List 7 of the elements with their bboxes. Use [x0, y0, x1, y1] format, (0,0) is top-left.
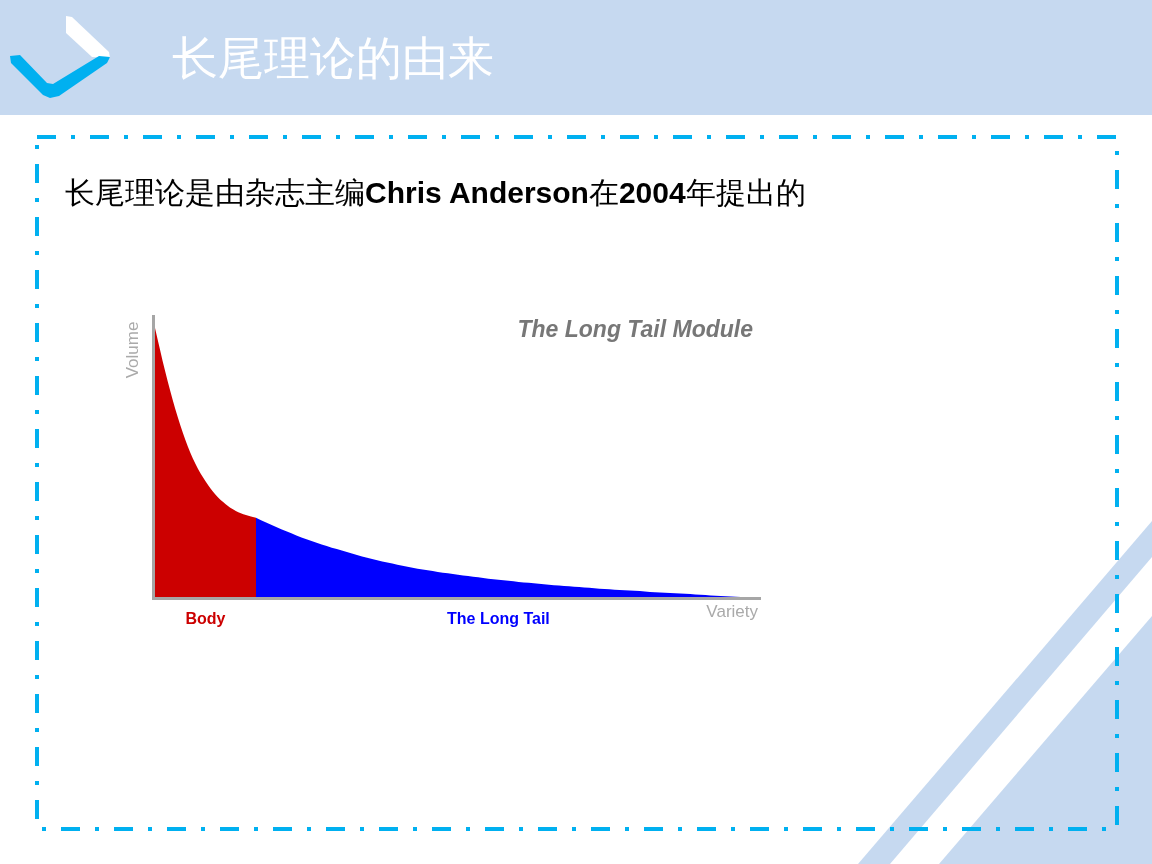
y-axis-title: Volume	[122, 321, 142, 379]
chart-title: The Long Tail Module	[517, 316, 754, 343]
series-label: Body	[185, 610, 226, 628]
series-label: The Long Tail	[446, 610, 550, 628]
text: 长尾理论的由来	[172, 32, 494, 84]
text: 长尾理论是由杂志主编Chris Anderson在2004年提出的	[65, 176, 806, 209]
x-axis-title: Variety	[706, 601, 759, 621]
